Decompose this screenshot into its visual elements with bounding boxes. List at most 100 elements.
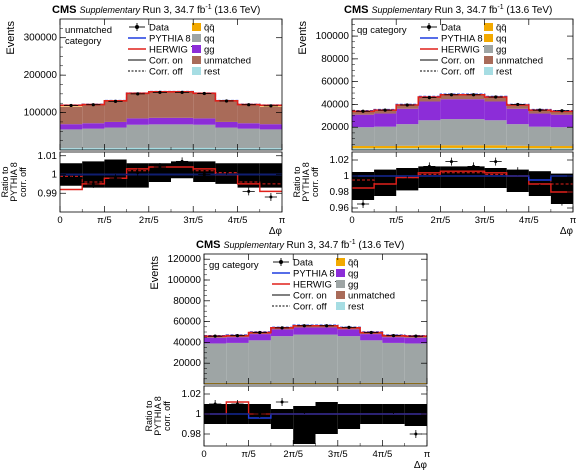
ratio-data-point	[202, 173, 206, 176]
ratio-data-point	[225, 169, 228, 173]
stack-bar	[396, 124, 419, 146]
data-points	[64, 90, 278, 108]
stack-bar	[352, 146, 375, 149]
x-tick-label: π	[570, 215, 577, 226]
data-point	[325, 324, 329, 328]
data-point	[136, 92, 140, 96]
stack-bar	[484, 96, 507, 102]
data-point	[538, 108, 542, 112]
legend-label: PYTHIA 8	[149, 34, 191, 45]
ratio-y-tick-label: 1	[51, 170, 57, 181]
ratio-data-point	[383, 190, 387, 194]
x-tick-label: π	[424, 449, 431, 460]
stack-bar	[148, 117, 171, 125]
ratio-data-point	[369, 406, 373, 410]
y-tick-label: 20000	[321, 122, 349, 133]
ratio-y-tick-label: 1	[343, 171, 349, 182]
stack-bar	[396, 148, 419, 150]
stack-series-gg-2	[352, 119, 573, 147]
ratio-band	[404, 404, 427, 426]
ratio-data-point	[235, 402, 239, 406]
ratio-band	[337, 404, 361, 429]
stack-bar	[440, 94, 463, 100]
stack-bar	[506, 108, 529, 125]
legend-label: Data	[293, 258, 314, 269]
stack-bar	[215, 100, 238, 122]
data-point	[383, 108, 387, 112]
stack-bar	[293, 327, 316, 335]
ratio-data-point	[516, 169, 520, 173]
ratio-y-axis-label: corr. off	[18, 167, 28, 197]
legend-swatch	[336, 302, 345, 310]
legend-swatch	[336, 269, 345, 277]
stack-bar	[374, 146, 397, 149]
ratio-band	[237, 163, 260, 188]
data-point	[347, 325, 351, 329]
data-point	[180, 90, 184, 94]
category-label: qg category	[357, 25, 407, 36]
ratio-band	[440, 166, 463, 188]
legend-label: rest	[496, 67, 512, 78]
y-tick-label: 100000	[316, 31, 350, 42]
stack-series-qq-1	[204, 382, 427, 384]
stack-bar	[82, 123, 105, 129]
herwig-line	[60, 90, 282, 107]
ratio-band	[293, 406, 316, 444]
stack-bar	[382, 337, 405, 343]
ratio-data-point	[449, 160, 453, 164]
stack-bar	[352, 148, 375, 150]
y-axis-label: Events	[297, 21, 309, 55]
x-tick-label: 4π/5	[373, 449, 393, 460]
ratio-band	[506, 169, 529, 192]
ratio-data-point	[347, 420, 351, 424]
legend-label: Data	[441, 23, 462, 34]
ratio-data-point	[302, 408, 306, 412]
y-axis-label: Events	[5, 21, 17, 55]
x-tick-label: 2π/5	[431, 215, 451, 226]
stack-bar	[60, 129, 83, 149]
legend-swatch	[484, 23, 493, 31]
data-point	[414, 334, 418, 338]
ratio-y-axis-label: PYTHIA 8	[9, 162, 19, 202]
category-label: category	[65, 36, 102, 47]
stack-bar	[337, 336, 361, 383]
data-point	[391, 334, 396, 338]
stack-series-gg-2	[60, 117, 282, 130]
stack-bar	[550, 110, 573, 115]
legend-label: q̄q̄	[348, 258, 359, 269]
x-tick-label: 2π/5	[139, 215, 159, 226]
legend-swatch	[192, 34, 201, 42]
ratio-data-point	[158, 165, 162, 169]
stack-bar	[418, 101, 441, 121]
stack-series-rest-0	[352, 147, 573, 150]
stack-bar	[462, 145, 485, 148]
data-point	[405, 103, 409, 107]
stack-bar	[226, 337, 249, 343]
chart-panel-3: 20000 40000 60000 80000 100000 120000 Events CM…	[144, 239, 431, 470]
x-axis-label: Δφ	[414, 460, 428, 470]
data-point	[280, 326, 284, 330]
stack-bar	[82, 128, 105, 149]
ratio-band	[104, 159, 127, 188]
ratio-data-point	[560, 200, 564, 204]
stack-bar	[382, 382, 405, 384]
legend-label: gg	[348, 280, 359, 291]
legend-label: gg	[496, 45, 507, 56]
ratio-y-tick-label: 1	[195, 409, 201, 420]
stack-bar	[248, 340, 271, 383]
legend-swatch	[336, 280, 345, 288]
x-tick-label: 0	[57, 215, 62, 226]
stack-bar	[418, 145, 441, 148]
stack-bar	[550, 146, 573, 149]
chart-header: CMS Supplementary Run 3, 34.7 fb-1 (13.6…	[52, 4, 260, 16]
y-tick-label: 80000	[173, 296, 201, 307]
ratio-data-point	[427, 164, 431, 168]
stack-bar	[248, 334, 271, 341]
stack-bar	[352, 127, 375, 147]
data-point	[213, 334, 217, 338]
x-tick-label: 3π/5	[183, 215, 203, 226]
stack-bar	[506, 104, 529, 109]
stack-bar	[528, 148, 551, 150]
stack-bar	[484, 145, 507, 148]
